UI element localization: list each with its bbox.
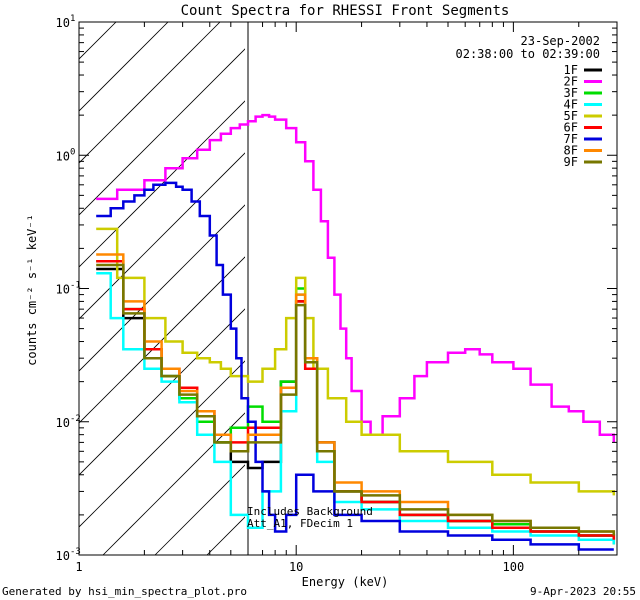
series-layer: [96, 113, 616, 551]
y-tick-exponent: -3: [70, 547, 81, 557]
footer-generated-by: Generated by hsi_min_spectra_plot.pro: [2, 585, 247, 598]
chart-title: Count Spectra for RHESSI Front Segments: [181, 3, 510, 19]
hatch-line: [79, 22, 221, 164]
y-tick-label: 10: [56, 16, 70, 30]
x-tick-label: 10: [289, 560, 303, 574]
legend-time: 02:38:00 to 02:39:00: [456, 47, 601, 61]
hatch-line: [79, 100, 245, 268]
legend-label: 5F: [564, 109, 578, 123]
series-line-2F: [96, 113, 616, 443]
y-tick-exponent: 0: [70, 147, 75, 157]
legend-label: 2F: [564, 75, 578, 89]
x-tick-labels: 1 10 100: [75, 560, 524, 574]
hatch-line: [102, 412, 245, 555]
hatch-line: [0, 0, 79, 555]
legend-label: 4F: [564, 98, 578, 112]
hatch-line: [79, 152, 245, 320]
legend-label: 1F: [564, 63, 578, 77]
hatched-region: [0, 0, 640, 555]
plot-frame: [78, 21, 618, 556]
series-line-5F: [96, 227, 616, 496]
series-line-7F: [96, 181, 614, 551]
footer-timestamp: 9-Apr-2023 20:55: [530, 585, 636, 598]
legend-label: 8F: [564, 144, 578, 158]
x-axis-label: Energy (keV): [302, 575, 389, 589]
hatch-line: [311, 0, 640, 555]
series-line-6F: [96, 260, 616, 540]
hatch-line: [259, 0, 640, 555]
y-tick-exponent: 1: [70, 14, 75, 24]
y-axis-label: counts cm⁻² s⁻¹ keV⁻¹: [25, 214, 39, 366]
hatch-line: [79, 204, 245, 372]
y-tick-exponent: -2: [70, 414, 81, 424]
series-line-9F: [96, 263, 616, 536]
hatch-line: [79, 360, 245, 528]
hatch-line: [79, 308, 245, 476]
hatch-line: [79, 48, 245, 216]
x-tick-label: 100: [503, 560, 525, 574]
y-tick-label: 10: [56, 416, 70, 430]
legend-label: 6F: [564, 121, 578, 135]
series-line-1F: [96, 267, 616, 540]
legend-date: 23-Sep-2002: [521, 34, 600, 48]
y-tick-label: 10: [56, 149, 70, 163]
hatch-line: [79, 22, 117, 60]
y-tick-label: 10: [56, 549, 70, 563]
axis-ticks: [78, 21, 618, 556]
annotation-attenuator: Att_A1, FDecim 1: [247, 517, 353, 530]
legend-label: 3F: [564, 86, 578, 100]
series-line-4F: [96, 272, 616, 545]
y-tick-label: 10: [56, 283, 70, 297]
legend-label: 9F: [564, 155, 578, 169]
annotation-background: Includes Background: [247, 505, 373, 518]
legend-label: 7F: [564, 132, 578, 146]
series-line-8F: [96, 253, 616, 536]
y-tick-exponent: -1: [70, 281, 81, 291]
hatch-line: [79, 22, 169, 112]
x-tick-label: 1: [75, 560, 82, 574]
